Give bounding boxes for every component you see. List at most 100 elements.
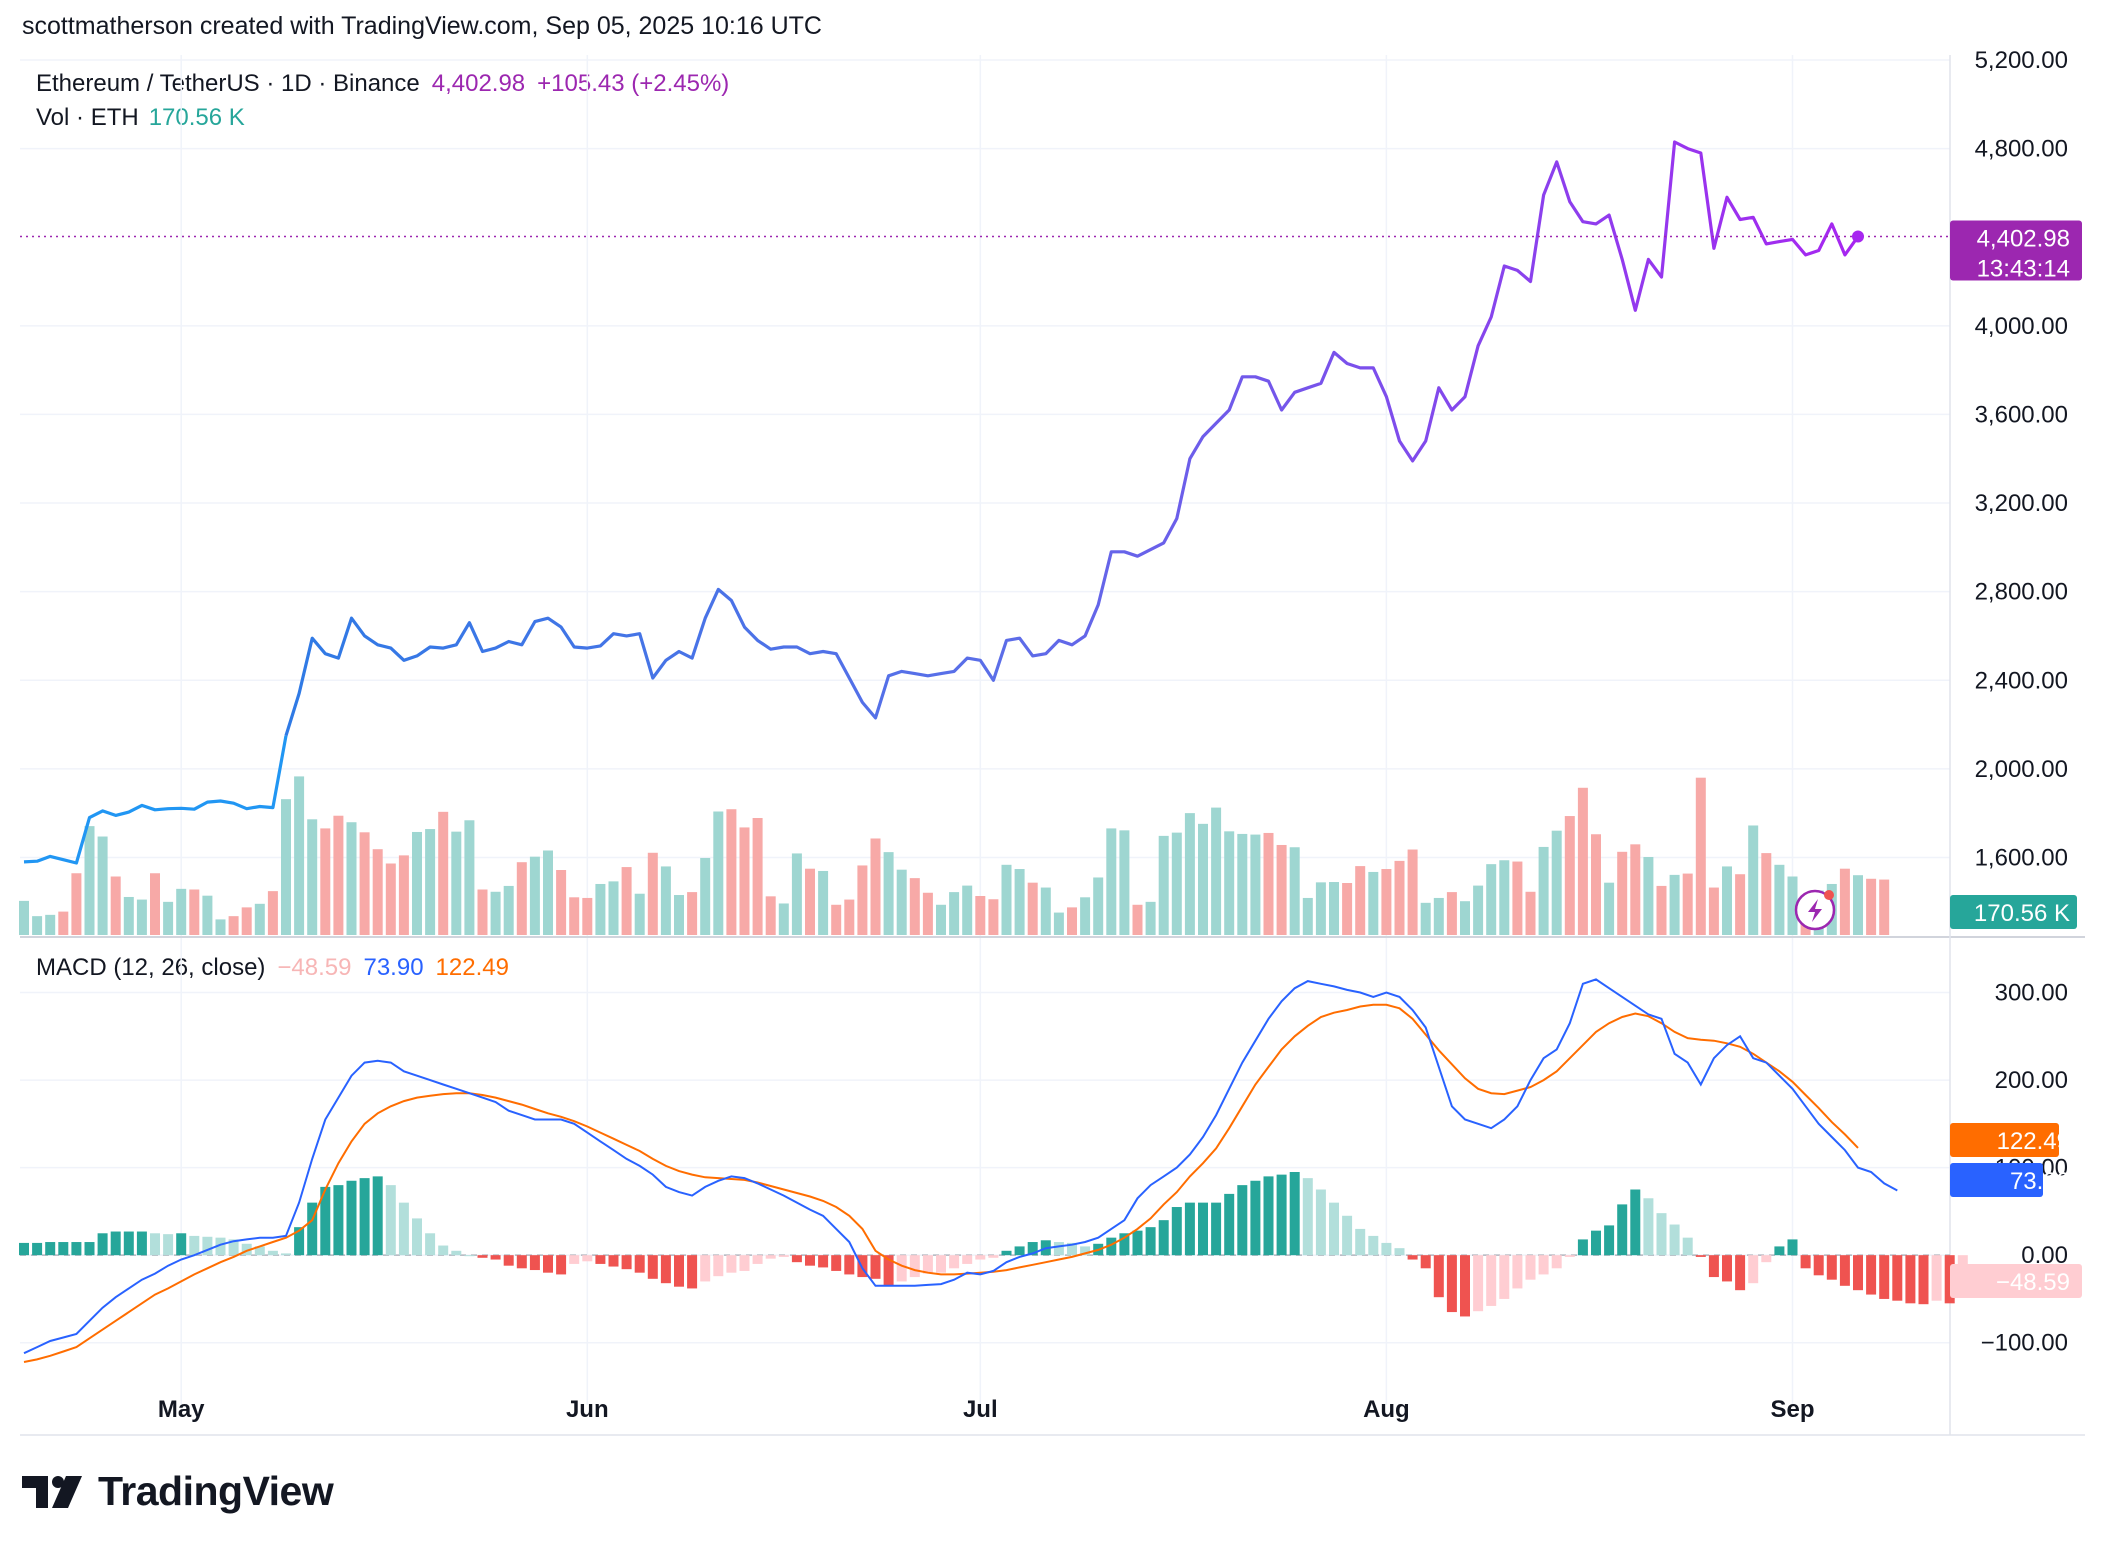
macd-hist-bar — [1145, 1227, 1156, 1256]
lightning-icon[interactable] — [1794, 889, 1836, 931]
volume-bar — [254, 903, 265, 935]
volume-value: 170.56 K — [148, 104, 245, 131]
macd-hist-bar — [791, 1255, 802, 1263]
volume-bar — [1250, 834, 1261, 935]
macd-hist-bar — [307, 1202, 318, 1256]
volume-bar — [1866, 878, 1877, 935]
macd-hist-bar — [438, 1245, 449, 1256]
tradingview-logo-icon — [22, 1475, 82, 1508]
macd-line-value: 73.90 — [363, 954, 424, 981]
tradingview-logo[interactable]: TradingView — [22, 1468, 334, 1515]
volume-bar — [909, 878, 920, 935]
macd-hist-bar — [1080, 1246, 1091, 1256]
lightning-icon-bolt — [1808, 899, 1822, 922]
volume-bar — [1368, 871, 1379, 935]
macd-legend: MACD (12, 26, close) −48.59 73.90 122.49 — [36, 954, 509, 982]
macd-hist-bar — [988, 1255, 999, 1258]
macd-hist-bar — [398, 1202, 409, 1256]
price-axis: 5,200.00 4,800.00 4,000.00 3,600.00 3,200.00… — [1975, 47, 2068, 871]
macd-hist-bar — [634, 1255, 645, 1273]
symbol-name[interactable]: Ethereum / TetherUS · 1D · Binance — [36, 70, 420, 97]
macd-hist-bar — [1198, 1202, 1208, 1256]
volume-bar — [529, 856, 540, 935]
macd-hist-bar — [359, 1178, 370, 1256]
volume-bar — [438, 811, 449, 935]
macd-hist-bar — [150, 1233, 160, 1256]
macd-hist-bar — [713, 1255, 724, 1277]
volume-bar — [398, 855, 409, 935]
volume-bar — [1879, 879, 1890, 935]
volume-bar — [503, 885, 514, 935]
macd-hist-bar — [556, 1255, 567, 1275]
macd-hist-bar — [1564, 1255, 1575, 1257]
volume-bar — [307, 819, 318, 935]
price-tag-bg — [1950, 220, 2082, 281]
volume-bar — [1853, 875, 1863, 935]
volume-bar — [1027, 882, 1038, 935]
volume-bar — [1486, 864, 1497, 935]
time-tick-label: Jun — [566, 1396, 609, 1423]
volume-bar — [700, 857, 711, 935]
price-line-early — [23, 735, 288, 865]
macd-line — [23, 978, 1898, 1355]
signal-tag-text: 122.49 — [1997, 1128, 2070, 1155]
volume-label[interactable]: Vol · ETH — [36, 104, 139, 131]
macd-hist-bar — [1446, 1255, 1457, 1313]
volume-bar — [1577, 787, 1588, 935]
volume-bar — [988, 899, 999, 935]
macd-hist-bar — [84, 1242, 95, 1256]
volume-bar — [58, 911, 69, 935]
volume-bar — [1564, 816, 1575, 935]
macd-hist-bar — [464, 1255, 475, 1257]
macd-hist-bar — [700, 1255, 711, 1282]
macd-hist-bar — [228, 1239, 239, 1256]
macd-hist-bar — [1682, 1237, 1693, 1256]
volume-bar — [1460, 901, 1470, 935]
macd-hist-bar — [529, 1255, 540, 1271]
price-tag-text: 13:43:14 — [1977, 256, 2070, 283]
volume-bar — [412, 831, 422, 935]
signal-tag-bg — [1950, 1123, 2059, 1157]
macd-hist-bar — [202, 1236, 213, 1256]
volume-bar — [1473, 885, 1484, 935]
macd-hist-bar — [1604, 1225, 1615, 1256]
macd-hist-bar — [1158, 1220, 1169, 1256]
volume-legend: Vol · ETH 170.56 K — [36, 104, 245, 132]
macd-hist-bar — [1931, 1255, 1942, 1301]
volume-bar — [713, 811, 724, 935]
macd-hist-bar — [267, 1250, 278, 1256]
volume-bar — [1093, 877, 1104, 935]
macd-hist-bar — [1381, 1242, 1392, 1256]
macd-hist-bar — [32, 1242, 43, 1256]
macd-hist-bar — [896, 1255, 907, 1282]
volume-bar — [1512, 861, 1523, 935]
volume-bar — [1708, 887, 1719, 935]
macd-hist-bar — [949, 1255, 960, 1269]
volume-bar — [1407, 849, 1418, 935]
macd-hist-bar — [922, 1255, 933, 1274]
macd-label[interactable]: MACD (12, 26, close) — [36, 954, 266, 981]
volume-bar — [490, 891, 501, 935]
volume-bar — [674, 895, 684, 935]
volume-bar — [687, 892, 698, 935]
macd-hist-bar — [372, 1176, 383, 1256]
time-tick-label: Jul — [963, 1396, 998, 1423]
macd-hist-bar — [1800, 1255, 1811, 1269]
macd-hist-bar — [726, 1255, 737, 1273]
macd-hist-bar — [1250, 1180, 1261, 1256]
volume-tag-bg — [1950, 895, 2077, 929]
volume-bar — [1080, 897, 1091, 935]
volume-bar — [281, 799, 291, 935]
macd-hist-bar — [1368, 1235, 1379, 1256]
volume-bar — [936, 904, 946, 935]
volume-bar — [1355, 866, 1366, 935]
volume-bars — [19, 776, 1890, 935]
volume-bar — [543, 850, 553, 935]
volume-bar — [1656, 885, 1667, 935]
macd-hist-bar — [975, 1255, 986, 1260]
volume-bar — [818, 870, 829, 935]
volume-bar — [1420, 902, 1431, 935]
volume-bar — [831, 904, 842, 935]
macd-hist-bar — [595, 1255, 606, 1264]
